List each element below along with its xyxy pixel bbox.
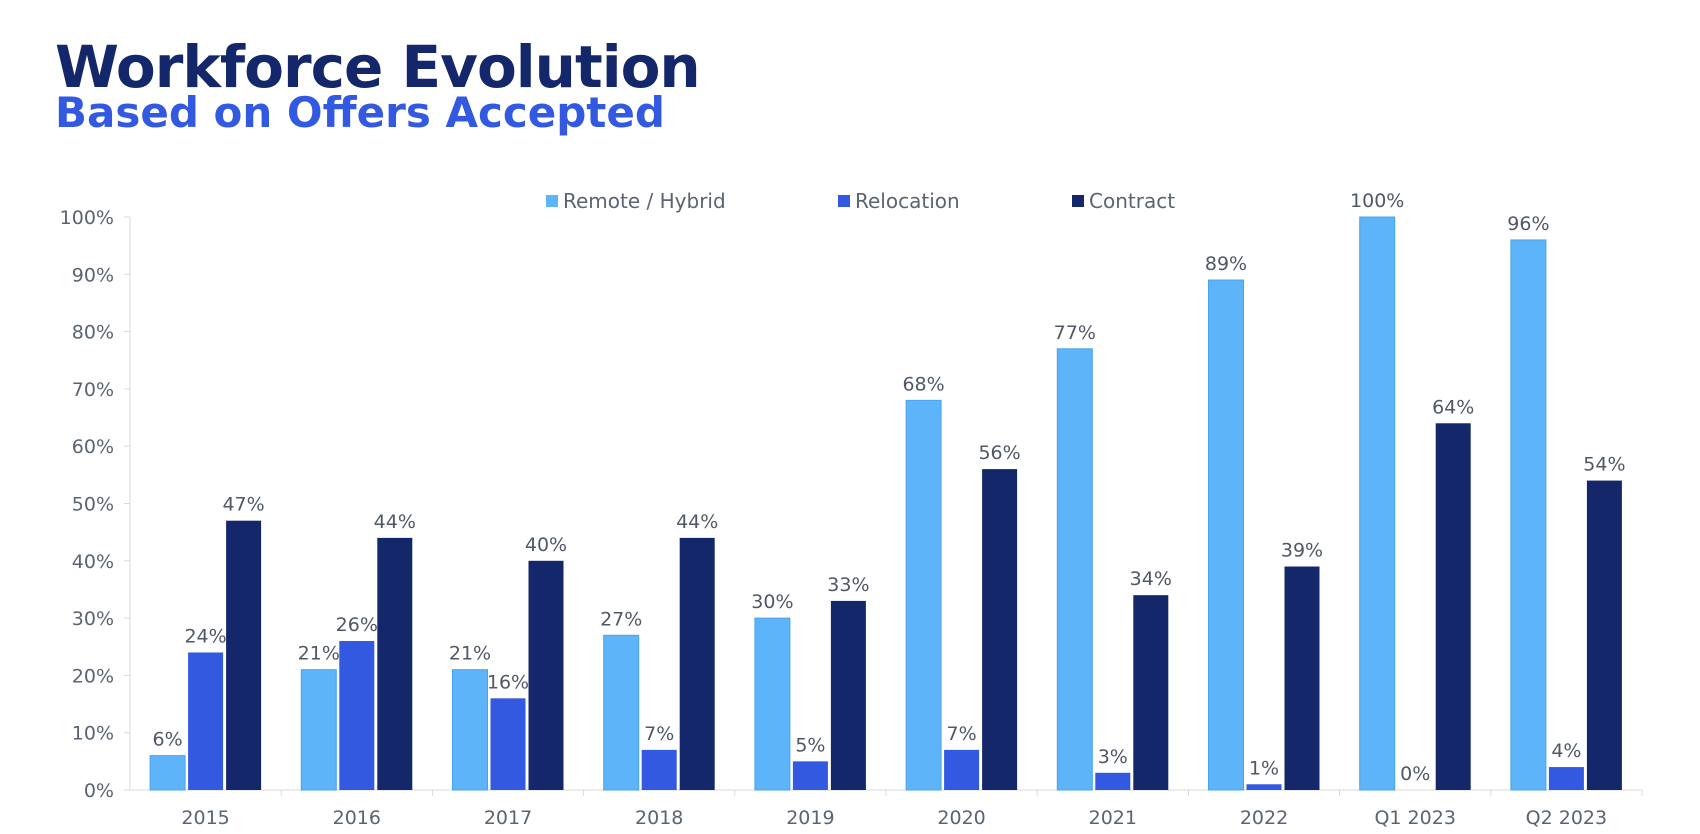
bar: [452, 669, 488, 791]
y-tick-label: 0%: [84, 780, 114, 802]
data-label: 54%: [1583, 454, 1625, 476]
x-tick-label: Q2 2023: [1526, 807, 1607, 829]
x-tick-label: 2018: [635, 807, 683, 829]
bar: [300, 669, 337, 791]
bar: [339, 641, 375, 790]
y-tick-label: 10%: [72, 723, 114, 745]
data-label: 3%: [1098, 746, 1128, 768]
y-tick-label: 20%: [72, 665, 114, 687]
y-tick-label: 50%: [72, 494, 114, 516]
bar: [490, 698, 526, 790]
bar: [226, 520, 262, 790]
data-label: 21%: [449, 643, 491, 665]
x-tick-label: 2021: [1089, 807, 1137, 829]
data-label: 44%: [374, 511, 416, 533]
legend-swatch: [838, 195, 850, 207]
bar: [603, 634, 640, 791]
data-label: 5%: [795, 734, 825, 756]
data-label: 77%: [1054, 322, 1096, 344]
bar: [1435, 423, 1471, 790]
data-label: 30%: [751, 591, 793, 613]
data-label: 33%: [827, 574, 869, 596]
legend-label: Relocation: [855, 189, 960, 213]
data-label: 6%: [153, 729, 183, 751]
data-label: 4%: [1551, 740, 1581, 762]
legend-label: Remote / Hybrid: [563, 189, 726, 213]
data-label: 7%: [644, 723, 674, 745]
bar: [1359, 216, 1396, 791]
bar: [1246, 784, 1282, 790]
bar: [754, 617, 791, 791]
bar: [1586, 480, 1622, 790]
bar: [1208, 279, 1244, 791]
y-tick-label: 60%: [72, 436, 114, 458]
y-tick-label: 40%: [72, 551, 114, 573]
chart-subtitle: Based on Offers Accepted: [55, 88, 665, 137]
data-label: 0%: [1400, 763, 1430, 785]
bar: [1284, 566, 1320, 790]
bar: [1548, 767, 1584, 790]
y-tick-label: 100%: [60, 207, 114, 229]
bar: [149, 755, 186, 791]
data-label: 89%: [1205, 253, 1247, 275]
legend-swatch: [1072, 195, 1084, 207]
data-label: 64%: [1432, 396, 1474, 418]
bar: [1095, 772, 1131, 790]
bar: [188, 652, 224, 790]
data-label: 24%: [184, 625, 226, 647]
legend-label: Contract: [1089, 189, 1175, 213]
x-tick-label: 2015: [181, 807, 229, 829]
x-tick-label: 2022: [1240, 807, 1288, 829]
bar: [641, 749, 677, 790]
y-tick-label: 30%: [72, 608, 114, 630]
data-label: 16%: [487, 671, 529, 693]
data-label: 96%: [1507, 213, 1549, 235]
data-label: 44%: [676, 511, 718, 533]
data-label: 1%: [1249, 757, 1279, 779]
data-label: 68%: [902, 373, 944, 395]
bar: [1133, 595, 1169, 790]
data-label: 27%: [600, 608, 642, 630]
data-label: 100%: [1350, 190, 1404, 212]
data-label: 34%: [1130, 568, 1172, 590]
bar: [1056, 348, 1093, 791]
bar: [1510, 239, 1547, 791]
y-tick-label: 70%: [72, 379, 114, 401]
chart-title: Workforce Evolution: [55, 33, 701, 101]
legend-swatch: [546, 195, 558, 207]
x-tick-label: 2016: [333, 807, 381, 829]
bar: [377, 537, 413, 790]
data-label: 26%: [336, 614, 378, 636]
y-tick-label: 80%: [72, 322, 114, 344]
data-label: 56%: [978, 442, 1020, 464]
bar: [792, 761, 828, 790]
bar: [830, 600, 866, 790]
bar: [679, 537, 715, 790]
bar: [944, 749, 980, 790]
data-label: 21%: [298, 643, 340, 665]
bar: [905, 399, 942, 791]
data-label: 39%: [1281, 540, 1323, 562]
x-tick-label: 2020: [937, 807, 985, 829]
y-tick-label: 90%: [72, 264, 114, 286]
x-tick-label: 2017: [484, 807, 532, 829]
data-label: 40%: [525, 534, 567, 556]
bar: [528, 560, 564, 790]
bar: [982, 469, 1018, 790]
x-tick-label: 2019: [786, 807, 834, 829]
data-label: 7%: [947, 723, 977, 745]
x-tick-label: Q1 2023: [1374, 807, 1455, 829]
data-label: 47%: [222, 494, 264, 516]
